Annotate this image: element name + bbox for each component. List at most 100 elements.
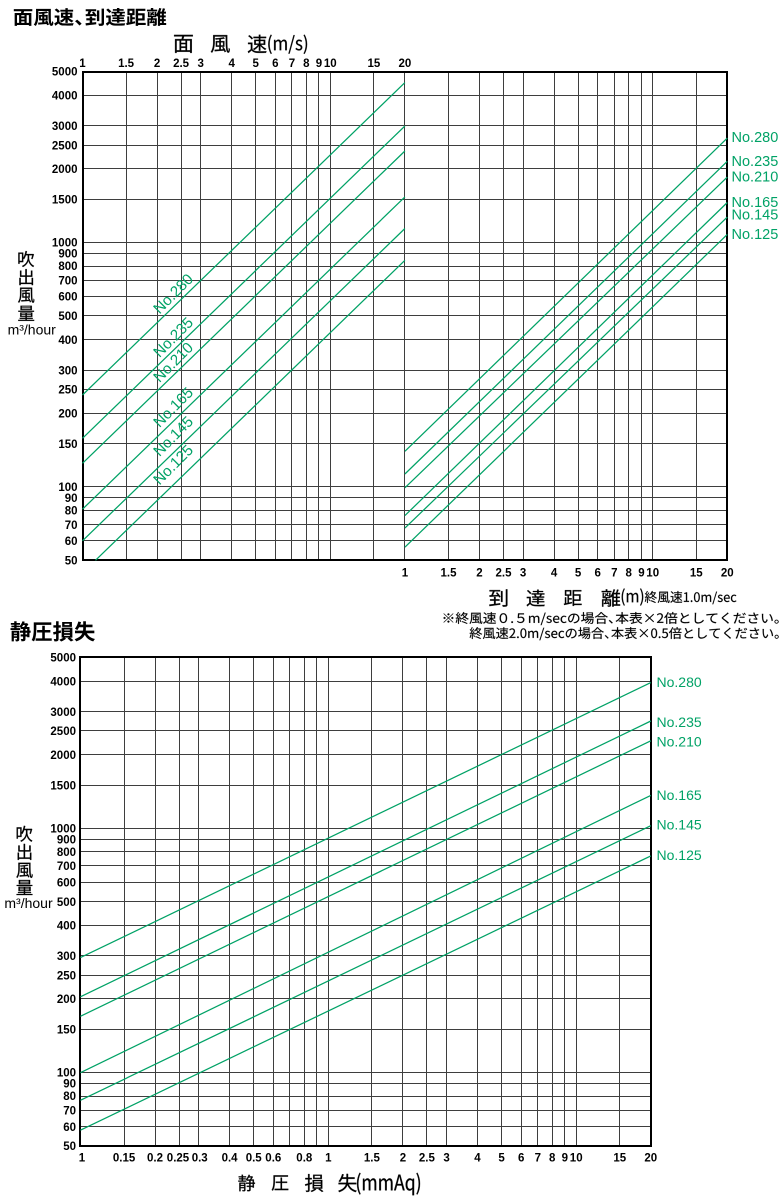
svg-text:2.5: 2.5 <box>496 568 513 580</box>
svg-text:No.280: No.280 <box>657 674 702 690</box>
svg-text:150: 150 <box>58 439 77 451</box>
svg-text:8: 8 <box>625 568 632 580</box>
svg-text:No.165: No.165 <box>657 787 702 803</box>
svg-text:No.125: No.125 <box>657 847 702 863</box>
svg-text:0.15: 0.15 <box>113 1153 136 1165</box>
svg-text:400: 400 <box>58 335 77 347</box>
svg-text:10: 10 <box>570 1153 583 1165</box>
svg-text:4: 4 <box>228 58 235 70</box>
svg-text:1: 1 <box>402 568 409 580</box>
svg-text:70: 70 <box>65 520 78 532</box>
svg-text:1.5: 1.5 <box>118 58 135 70</box>
svg-text:5: 5 <box>498 1153 505 1165</box>
svg-text:7: 7 <box>535 1153 541 1165</box>
svg-text:500: 500 <box>58 311 77 323</box>
svg-text:2000: 2000 <box>50 750 76 762</box>
svg-text:20: 20 <box>721 568 734 580</box>
svg-text:900: 900 <box>57 835 76 847</box>
svg-text:2.5: 2.5 <box>419 1153 436 1165</box>
svg-text:4000: 4000 <box>50 676 76 688</box>
svg-text:60: 60 <box>65 536 78 548</box>
svg-text:700: 700 <box>57 861 76 873</box>
svg-text:3: 3 <box>197 58 203 70</box>
svg-text:3000: 3000 <box>52 121 78 133</box>
svg-text:1.5: 1.5 <box>364 1153 381 1165</box>
svg-text:200: 200 <box>58 408 77 420</box>
svg-text:300: 300 <box>58 365 77 377</box>
svg-text:3000: 3000 <box>50 707 76 719</box>
svg-text:20: 20 <box>644 1153 657 1165</box>
svg-text:5: 5 <box>575 568 582 580</box>
svg-text:300: 300 <box>57 951 76 963</box>
svg-text:500: 500 <box>57 897 76 909</box>
svg-text:90: 90 <box>63 1079 76 1091</box>
svg-text:1500: 1500 <box>52 195 78 207</box>
svg-text:15: 15 <box>690 568 703 580</box>
svg-text:1000: 1000 <box>50 823 76 835</box>
svg-text:10: 10 <box>646 568 659 580</box>
svg-text:5000: 5000 <box>52 67 78 79</box>
svg-text:2.5: 2.5 <box>173 58 190 70</box>
svg-text:2000: 2000 <box>52 164 78 176</box>
svg-text:No.145: No.145 <box>657 817 702 833</box>
svg-text:6: 6 <box>518 1153 524 1165</box>
svg-text:100: 100 <box>58 482 77 494</box>
svg-text:No.145: No.145 <box>732 208 779 224</box>
svg-text:1: 1 <box>79 58 86 70</box>
svg-text:No.210: No.210 <box>732 170 779 186</box>
svg-text:80: 80 <box>65 506 78 518</box>
svg-text:No.280: No.280 <box>732 130 779 146</box>
svg-text:No.125: No.125 <box>732 227 779 243</box>
svg-text:3: 3 <box>443 1153 449 1165</box>
svg-text:900: 900 <box>58 249 77 261</box>
svg-text:1: 1 <box>325 1153 332 1165</box>
svg-text:250: 250 <box>58 385 77 397</box>
svg-text:2: 2 <box>154 58 160 70</box>
svg-text:7: 7 <box>289 58 295 70</box>
svg-text:0.6: 0.6 <box>265 1153 281 1165</box>
svg-text:600: 600 <box>57 878 76 890</box>
svg-text:9: 9 <box>638 568 644 580</box>
svg-text:8: 8 <box>303 58 310 70</box>
svg-text:2: 2 <box>400 1153 406 1165</box>
svg-text:No.165: No.165 <box>732 195 779 211</box>
svg-text:90: 90 <box>65 493 78 505</box>
svg-text:800: 800 <box>58 261 77 273</box>
svg-text:9: 9 <box>316 58 322 70</box>
svg-text:m³/hour: m³/hour <box>4 895 53 911</box>
svg-text:1500: 1500 <box>50 780 76 792</box>
svg-text:3: 3 <box>520 568 526 580</box>
svg-text:800: 800 <box>57 847 76 859</box>
svg-text:No.235: No.235 <box>732 154 779 170</box>
svg-text:0.25: 0.25 <box>167 1153 190 1165</box>
svg-text:5: 5 <box>252 58 259 70</box>
svg-text:6: 6 <box>272 58 278 70</box>
svg-text:150: 150 <box>57 1025 76 1037</box>
svg-text:0.2: 0.2 <box>147 1153 163 1165</box>
svg-text:7: 7 <box>611 568 617 580</box>
svg-text:1.5: 1.5 <box>441 568 458 580</box>
svg-text:2500: 2500 <box>50 726 76 738</box>
svg-text:2500: 2500 <box>52 140 78 152</box>
svg-text:20: 20 <box>399 58 412 70</box>
svg-text:250: 250 <box>57 970 76 982</box>
svg-text:50: 50 <box>63 1141 76 1153</box>
svg-text:4: 4 <box>551 568 558 580</box>
svg-text:50: 50 <box>65 556 78 568</box>
svg-text:No.235: No.235 <box>657 714 702 730</box>
svg-text:1: 1 <box>79 1153 86 1165</box>
svg-text:15: 15 <box>613 1153 626 1165</box>
svg-text:2: 2 <box>476 568 482 580</box>
svg-text:70: 70 <box>63 1105 76 1117</box>
svg-text:5000: 5000 <box>50 653 76 665</box>
svg-text:0.3: 0.3 <box>192 1153 208 1165</box>
svg-text:9: 9 <box>562 1153 568 1165</box>
svg-text:No.210: No.210 <box>657 734 702 750</box>
svg-text:100: 100 <box>57 1068 76 1080</box>
svg-text:700: 700 <box>58 275 77 287</box>
svg-text:8: 8 <box>549 1153 556 1165</box>
svg-text:0.4: 0.4 <box>222 1153 239 1165</box>
svg-text:4: 4 <box>474 1153 481 1165</box>
svg-text:15: 15 <box>368 58 381 70</box>
svg-text:80: 80 <box>63 1091 76 1103</box>
